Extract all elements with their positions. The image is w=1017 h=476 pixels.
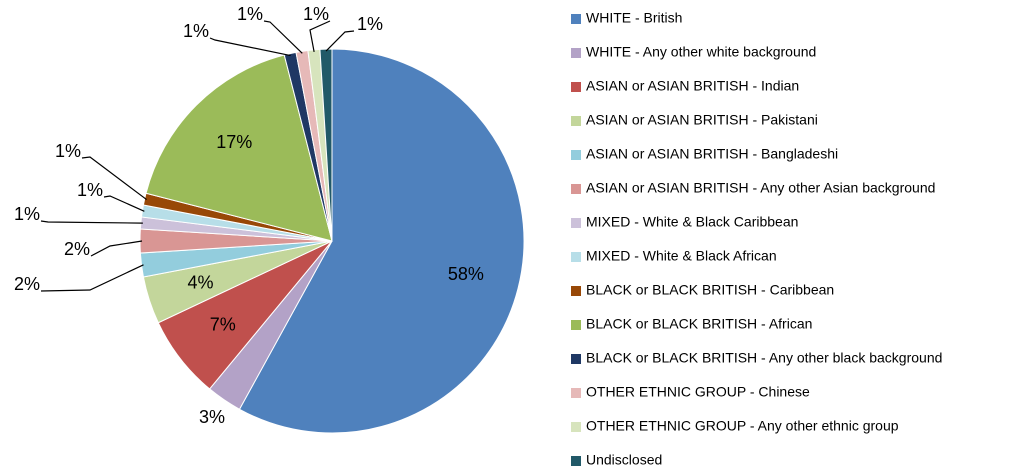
data-label: 4% [188,272,214,292]
legend-swatch [571,320,581,330]
leader-line [263,20,303,54]
legend-label: ASIAN or ASIAN BRITISH - Pakistani [586,112,818,128]
data-label: 1% [357,14,383,34]
legend-swatch [571,218,581,228]
legend-swatch [571,422,581,432]
data-label: 1% [237,4,263,24]
legend-label: BLACK or BLACK BRITISH - Any other black… [586,350,942,366]
data-label: 1% [183,21,209,41]
data-label: 1% [55,141,81,161]
leader-line [81,156,147,201]
legend-label: ASIAN or ASIAN BRITISH - Any other Asian… [586,180,935,196]
data-label: 1% [303,4,329,24]
legend-label: ASIAN or ASIAN BRITISH - Bangladeshi [586,146,838,162]
legend-swatch [571,252,581,262]
leader-line [309,20,331,52]
pie-slice [238,48,525,434]
legend-swatch [571,48,581,58]
legend-swatch [571,184,581,194]
data-label: 1% [77,180,103,200]
legend-swatch [571,388,581,398]
legend-swatch [571,354,581,364]
legend-swatch [571,150,581,160]
legend-label: BLACK or BLACK BRITISH - African [586,316,812,332]
legend-label: WHITE - Any other white background [586,44,816,60]
leader-line [40,220,143,224]
pie-slice [319,48,333,242]
legend-swatch [571,286,581,296]
pie-slice [145,54,333,242]
leader-line [40,264,144,292]
data-label: 17% [216,132,252,152]
leader-line [90,240,143,257]
data-label: 1% [14,204,40,224]
legend-swatch [571,456,581,466]
legend-swatch [571,116,581,126]
legend-label: BLACK or BLACK BRITISH - Caribbean [586,282,834,298]
leader-line [325,30,355,52]
legend-label: MIXED - White & Black Caribbean [586,214,798,230]
data-label: 2% [64,239,90,259]
data-label: 2% [14,274,40,294]
legend-label: WHITE - British [586,10,682,26]
legend-swatch [571,82,581,92]
data-label: 3% [199,407,225,427]
leader-line [209,37,291,57]
legend-label: ASIAN or ASIAN BRITISH - Indian [586,78,799,94]
legend-swatch [571,14,581,24]
legend-label: OTHER ETHNIC GROUP - Any other ethnic gr… [586,418,899,434]
legend-label: OTHER ETHNIC GROUP - Chinese [586,384,810,400]
leader-line [103,195,145,212]
data-label: 58% [448,264,484,284]
legend-label: MIXED - White & Black African [586,248,777,264]
data-label: 7% [210,314,236,334]
legend-label: Undisclosed [586,452,662,468]
